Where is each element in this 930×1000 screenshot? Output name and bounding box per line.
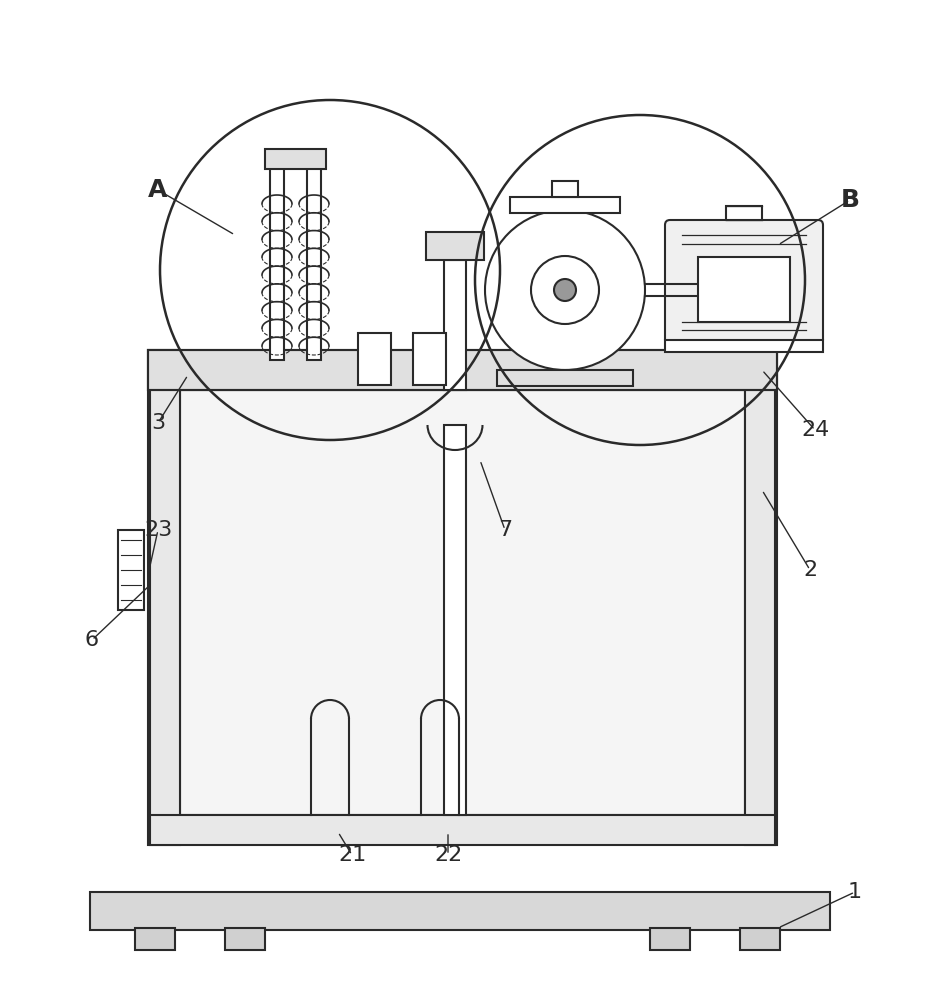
Bar [180, 390, 745, 815]
Bar [650, 928, 690, 950]
Bar [444, 425, 466, 815]
Text: 2: 2 [803, 560, 817, 580]
Text: B: B [841, 188, 859, 212]
Text: 6: 6 [85, 630, 100, 650]
Bar [265, 149, 326, 169]
Bar [698, 257, 790, 322]
Text: 3: 3 [151, 413, 165, 433]
Bar [552, 181, 578, 197]
Bar [148, 350, 777, 390]
Bar [150, 815, 775, 845]
Bar [745, 350, 775, 845]
Bar [265, 149, 326, 169]
Circle shape [485, 210, 645, 370]
Bar [358, 333, 391, 385]
Bar [150, 350, 180, 845]
Bar [148, 350, 777, 390]
Circle shape [531, 256, 599, 324]
Bar [665, 340, 823, 352]
Text: 21: 21 [338, 845, 366, 865]
Bar [225, 928, 265, 950]
Bar [740, 928, 780, 950]
Bar [135, 928, 175, 950]
Text: 7: 7 [498, 520, 512, 540]
Bar [426, 232, 484, 260]
Bar [426, 232, 484, 260]
Bar [118, 530, 144, 610]
Bar [726, 206, 762, 220]
Text: 23: 23 [144, 520, 172, 540]
Bar [413, 333, 446, 385]
Bar [150, 350, 180, 845]
Bar [148, 350, 777, 390]
Text: 22: 22 [434, 845, 462, 865]
Bar [497, 370, 633, 386]
Bar [307, 165, 321, 360]
Bar [270, 165, 284, 360]
Text: 1: 1 [848, 882, 862, 902]
Bar [510, 197, 620, 213]
Text: 24: 24 [801, 420, 830, 440]
Circle shape [554, 279, 576, 301]
Bar [745, 350, 775, 845]
Bar [150, 815, 775, 845]
Bar [444, 260, 466, 390]
Bar [497, 370, 633, 386]
Bar [358, 333, 391, 385]
Bar [413, 333, 446, 385]
Text: A: A [148, 178, 167, 202]
Bar [90, 892, 830, 930]
FancyBboxPatch shape [665, 220, 823, 345]
